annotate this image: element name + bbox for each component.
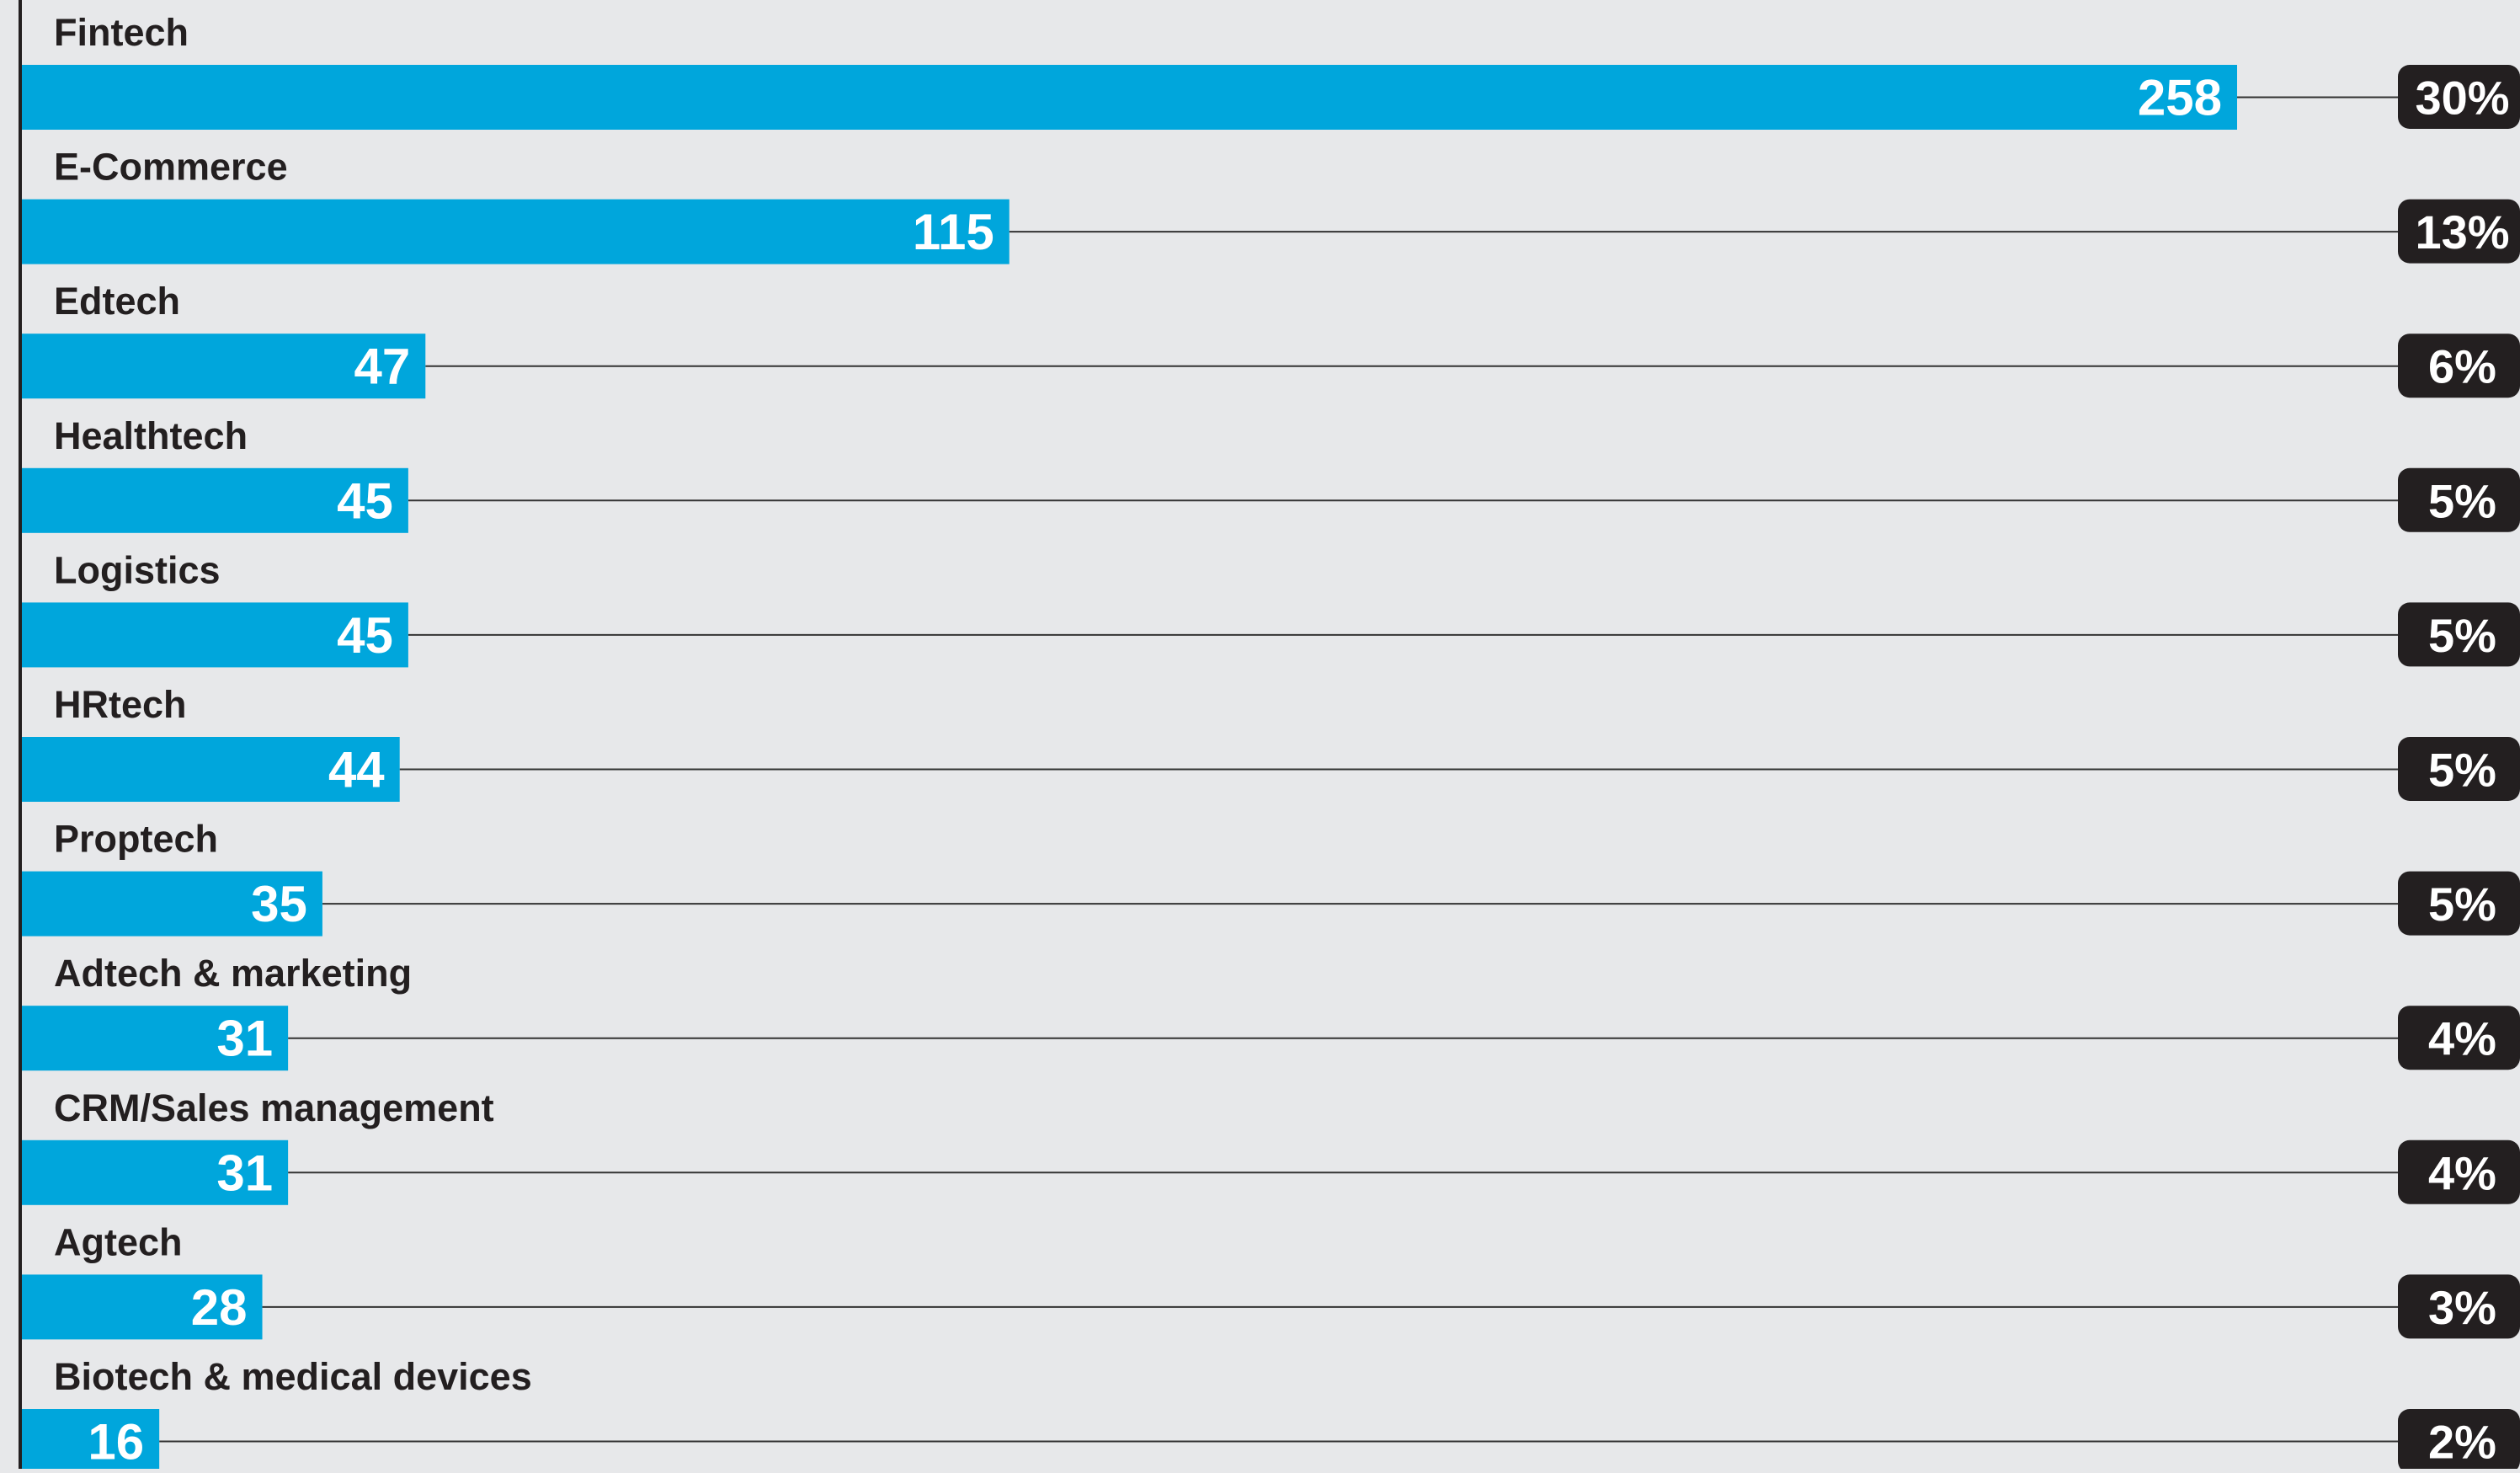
bar bbox=[22, 737, 400, 802]
value-label: 31 bbox=[216, 1145, 273, 1201]
bar bbox=[22, 1409, 160, 1473]
category-label: CRM/Sales management bbox=[54, 1086, 494, 1129]
percentage-label: 5% bbox=[2428, 878, 2496, 931]
value-label: 258 bbox=[2138, 70, 2222, 126]
percentage-label: 30% bbox=[2415, 72, 2509, 125]
category-label: Edtech bbox=[54, 280, 180, 323]
category-label: Adtech & marketing bbox=[54, 952, 412, 995]
percentage-badge bbox=[2398, 467, 2520, 532]
value-label: 44 bbox=[328, 742, 385, 798]
chart-rows: Fintech 258 30% E-Commerce 115 13% Edtech 47 6% H… bbox=[22, 11, 2520, 1473]
value-label: 47 bbox=[354, 339, 411, 395]
percentage-badge bbox=[2398, 871, 2520, 936]
percentage-label: 13% bbox=[2415, 205, 2509, 259]
percentage-badge bbox=[2398, 65, 2520, 129]
category-label: Biotech & medical devices bbox=[54, 1355, 532, 1398]
percentage-label: 5% bbox=[2428, 609, 2496, 662]
percentage-label: 4% bbox=[2428, 1012, 2496, 1065]
bar bbox=[22, 1139, 289, 1205]
category-label: Logistics bbox=[54, 548, 221, 591]
value-label: 28 bbox=[191, 1279, 248, 1336]
category-label: Healthtech bbox=[54, 414, 248, 457]
percentage-badge bbox=[2398, 1409, 2520, 1473]
percentage-label: 2% bbox=[2428, 1416, 2496, 1469]
bar bbox=[22, 871, 322, 937]
category-label: Fintech bbox=[54, 11, 189, 54]
value-label: 35 bbox=[251, 876, 307, 932]
percentage-label: 4% bbox=[2428, 1146, 2496, 1199]
bar bbox=[22, 1274, 263, 1340]
percentage-badge bbox=[2398, 737, 2520, 801]
percentage-label: 3% bbox=[2428, 1281, 2496, 1334]
bar bbox=[22, 1006, 289, 1071]
percentage-badge bbox=[2398, 334, 2520, 398]
percentage-badge bbox=[2398, 199, 2520, 264]
bar bbox=[22, 602, 408, 668]
category-label: Proptech bbox=[54, 818, 218, 861]
category-label: E-Commerce bbox=[54, 146, 288, 189]
percentage-badge bbox=[2398, 1006, 2520, 1070]
percentage-label: 5% bbox=[2428, 744, 2496, 797]
percentage-badge bbox=[2398, 1274, 2520, 1339]
bar bbox=[22, 334, 426, 399]
value-label: 31 bbox=[216, 1011, 273, 1067]
bar bbox=[22, 467, 408, 533]
percentage-badge bbox=[2398, 1139, 2520, 1204]
category-label: Agtech bbox=[54, 1220, 183, 1263]
category-label: HRtech bbox=[54, 683, 187, 726]
bar bbox=[22, 199, 1010, 264]
value-label: 45 bbox=[337, 472, 393, 529]
percentage-label: 6% bbox=[2428, 340, 2496, 393]
value-label: 16 bbox=[88, 1414, 144, 1470]
bar bbox=[22, 65, 2237, 130]
percentage-label: 5% bbox=[2428, 474, 2496, 527]
percentage-badge bbox=[2398, 602, 2520, 667]
value-label: 45 bbox=[337, 607, 393, 664]
value-label: 115 bbox=[913, 204, 994, 260]
